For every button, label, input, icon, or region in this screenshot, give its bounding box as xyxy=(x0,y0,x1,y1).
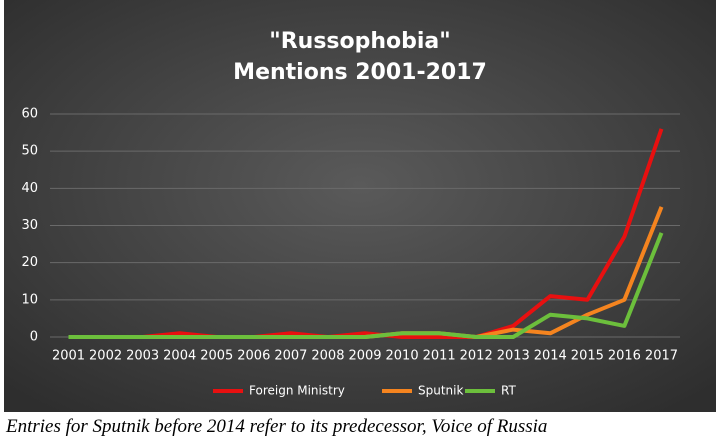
y-tick-label: 20 xyxy=(21,255,38,270)
y-tick-label: 40 xyxy=(21,181,38,196)
chart-title: "Russophobia" xyxy=(269,29,451,54)
x-tick-label: 2016 xyxy=(608,349,641,364)
x-tick-label: 2012 xyxy=(460,349,493,364)
x-tick-label: 2009 xyxy=(348,349,381,364)
x-tick-label: 2006 xyxy=(237,349,270,364)
x-tick-label: 2007 xyxy=(274,349,307,364)
x-tick-label: 2001 xyxy=(52,349,85,364)
y-tick-label: 10 xyxy=(21,292,38,307)
x-tick-label: 2002 xyxy=(89,349,122,364)
x-tick-label: 2014 xyxy=(534,349,567,364)
chart: "Russophobia" Mentions 2001-2017 0 10 20 30… xyxy=(4,0,716,412)
x-tick-label: 2015 xyxy=(571,349,604,364)
caption: Entries for Sputnik before 2014 refer to… xyxy=(6,416,548,437)
background xyxy=(4,0,716,412)
x-tick-label: 2003 xyxy=(126,349,159,364)
chart-title: Mentions 2001-2017 xyxy=(233,60,487,85)
x-tick-label: 2005 xyxy=(200,349,233,364)
x-tick-label: 2008 xyxy=(311,349,344,364)
x-tick-label: 2017 xyxy=(645,349,678,364)
y-tick-label: 50 xyxy=(21,144,38,159)
x-tick-label: 2013 xyxy=(497,349,530,364)
line-series xyxy=(68,128,664,339)
legend-label: Sputnik xyxy=(418,384,463,398)
y-tick-label: 30 xyxy=(21,218,38,233)
x-tick-label: 2004 xyxy=(163,349,196,364)
legend-label: Foreign Ministry xyxy=(249,384,345,398)
y-tick-label: 60 xyxy=(21,107,38,122)
x-tick-label: 2010 xyxy=(386,349,419,364)
legend-label: RT xyxy=(501,384,516,398)
line-series xyxy=(68,232,664,339)
x-tick-label: 2011 xyxy=(423,349,456,364)
y-tick-label: 0 xyxy=(30,330,38,345)
